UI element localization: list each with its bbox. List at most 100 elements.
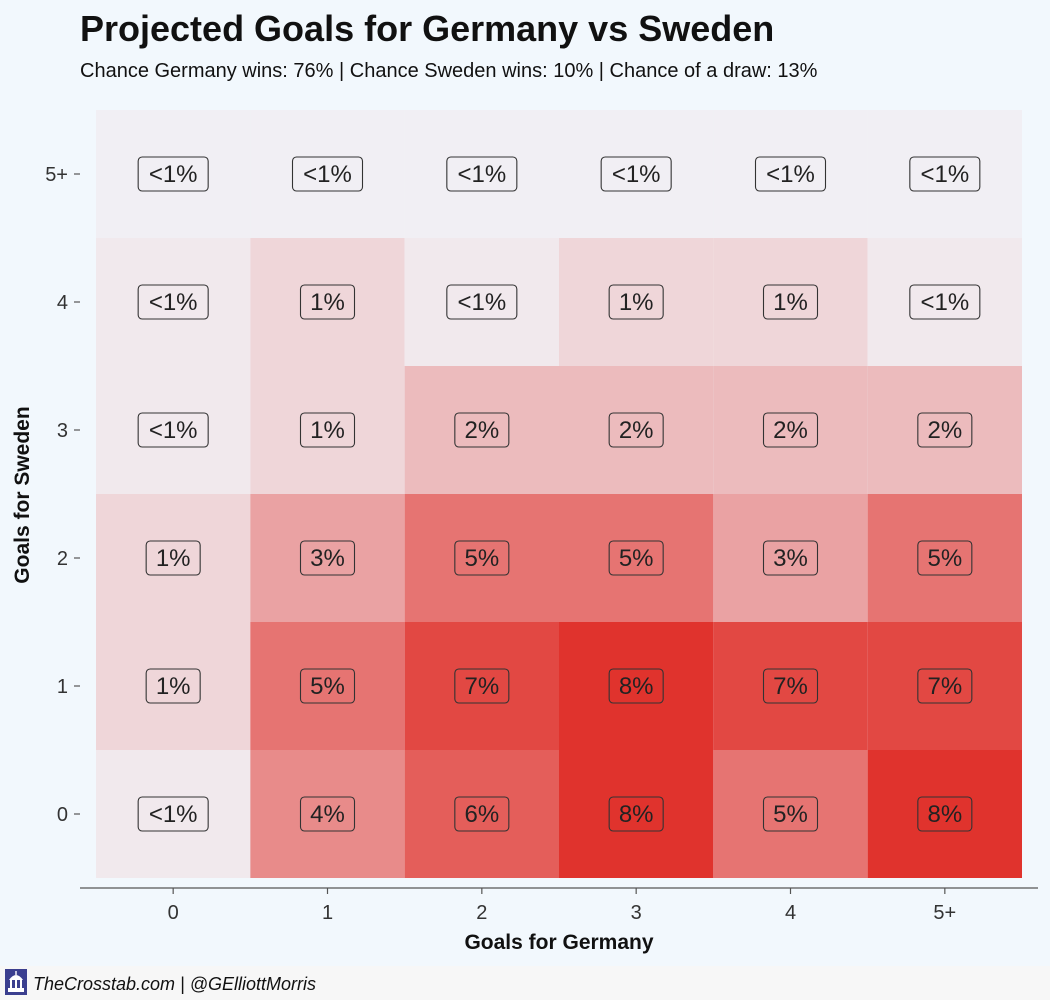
x-tick-label: 0: [168, 902, 179, 924]
cell-label-text: 7%: [773, 673, 808, 700]
heatmap-cell: [404, 238, 559, 366]
cell-label-box: [454, 668, 510, 704]
y-tick-label: 4: [57, 292, 68, 314]
cell-label-box: [137, 796, 209, 832]
cell-label: 8%: [608, 796, 664, 832]
cell-label-text: <1%: [149, 801, 198, 828]
cell-label-box: [446, 156, 518, 192]
cell-label: <1%: [754, 156, 827, 192]
cell-label: 5%: [608, 540, 664, 576]
cell-label: 1%: [608, 284, 664, 320]
cell-label: <1%: [137, 796, 209, 832]
heatmap-cell: [713, 238, 868, 366]
heatmap-cell: [404, 366, 559, 494]
heatmap-cell: [96, 494, 251, 622]
heatmap-cell: [559, 494, 714, 622]
cell-label-box: [917, 540, 973, 576]
cell-label: <1%: [446, 284, 518, 320]
cell-label: <1%: [137, 156, 209, 192]
cell-label-text: <1%: [457, 161, 506, 188]
cell-label-text: 2%: [773, 417, 808, 444]
heatmap-cell: [713, 750, 868, 878]
y-tick-label: 2: [57, 548, 68, 570]
cell-label: 3%: [762, 540, 819, 576]
heatmap-cell: [713, 622, 868, 750]
cell-label: 5%: [762, 796, 819, 832]
heatmap-cell: [559, 238, 714, 366]
cell-label-text: <1%: [612, 161, 661, 188]
cell-label-text: 1%: [773, 289, 808, 316]
cell-label: 2%: [608, 412, 664, 448]
heatmap-cell-labels: <1% 4% 6% 8% 5% 8% 1% 5% 7% 8% 7% 7% 1% 3% 5% 5% 3% 5% <1%…: [137, 156, 981, 832]
cell-label-text: 1%: [156, 673, 191, 700]
y-axis-title: Goals for Sweden: [11, 406, 34, 583]
cell-label-box: [762, 412, 819, 448]
heatmap-cell: [867, 366, 1022, 494]
chart-title: Projected Goals for Germany vs Sweden: [80, 8, 775, 49]
y-tick-label: 5+: [45, 164, 68, 186]
heatmap-cell: [559, 110, 714, 238]
cell-label-box: [600, 156, 672, 192]
x-tick-label: 3: [631, 902, 642, 924]
cell-label: 1%: [299, 412, 356, 448]
heatmap-cell: [559, 622, 714, 750]
heatmap-cell: [404, 110, 559, 238]
heatmap-cell: [867, 238, 1022, 366]
y-tick-label: 0: [57, 804, 68, 826]
cell-label-text: 7%: [927, 673, 962, 700]
heatmap-cell: [713, 110, 868, 238]
heatmap-cell: [96, 238, 251, 366]
cell-label-box: [762, 796, 819, 832]
cell-label-box: [608, 284, 664, 320]
x-tick-label: 2: [476, 902, 487, 924]
cell-label-text: 8%: [927, 801, 962, 828]
cell-label-box: [299, 284, 356, 320]
cell-label: 6%: [454, 796, 510, 832]
cell-label-box: [917, 796, 973, 832]
cell-label: 1%: [145, 540, 201, 576]
cell-label-text: <1%: [766, 161, 815, 188]
cell-label-box: [137, 284, 209, 320]
cell-label-text: 5%: [619, 545, 654, 572]
cell-label: 5%: [299, 668, 356, 704]
cell-label-box: [608, 540, 664, 576]
heatmap-cell: [250, 366, 405, 494]
cell-label: 4%: [299, 796, 356, 832]
cell-label-text: 1%: [310, 289, 345, 316]
cell-label-text: 2%: [619, 417, 654, 444]
y-tick-label: 3: [57, 420, 68, 442]
cell-label: <1%: [291, 156, 364, 192]
heatmap-cell: [713, 494, 868, 622]
cell-label: 2%: [762, 412, 819, 448]
cell-label-text: 2%: [464, 417, 499, 444]
cell-label-box: [917, 668, 973, 704]
heatmap-cells: [96, 110, 1022, 878]
cell-label: 5%: [917, 540, 973, 576]
cell-label: 5%: [454, 540, 510, 576]
cell-label-box: [145, 668, 201, 704]
cell-label: <1%: [909, 284, 981, 320]
heatmap-cell: [559, 750, 714, 878]
cell-label-text: 5%: [310, 673, 345, 700]
capitol-building-icon: [5, 969, 27, 995]
cell-label-text: 2%: [927, 417, 962, 444]
cell-label-box: [762, 668, 819, 704]
cell-label-text: 6%: [464, 801, 499, 828]
heatmap-cell: [559, 366, 714, 494]
cell-label-box: [299, 796, 356, 832]
x-axis-title: Goals for Germany: [464, 931, 653, 954]
cell-label-box: [608, 668, 664, 704]
cell-label: 8%: [608, 668, 664, 704]
cell-label-box: [608, 412, 664, 448]
cell-label-box: [454, 540, 510, 576]
cell-label-text: <1%: [920, 161, 969, 188]
cell-label-box: [917, 412, 973, 448]
cell-label-box: [446, 284, 518, 320]
cell-label-text: <1%: [920, 289, 969, 316]
x-tick-label: 4: [785, 902, 796, 924]
cell-label-box: [754, 156, 827, 192]
heatmap-cell: [96, 622, 251, 750]
cell-label: <1%: [446, 156, 518, 192]
heatmap-cell: [250, 622, 405, 750]
cell-label-text: 4%: [310, 801, 345, 828]
